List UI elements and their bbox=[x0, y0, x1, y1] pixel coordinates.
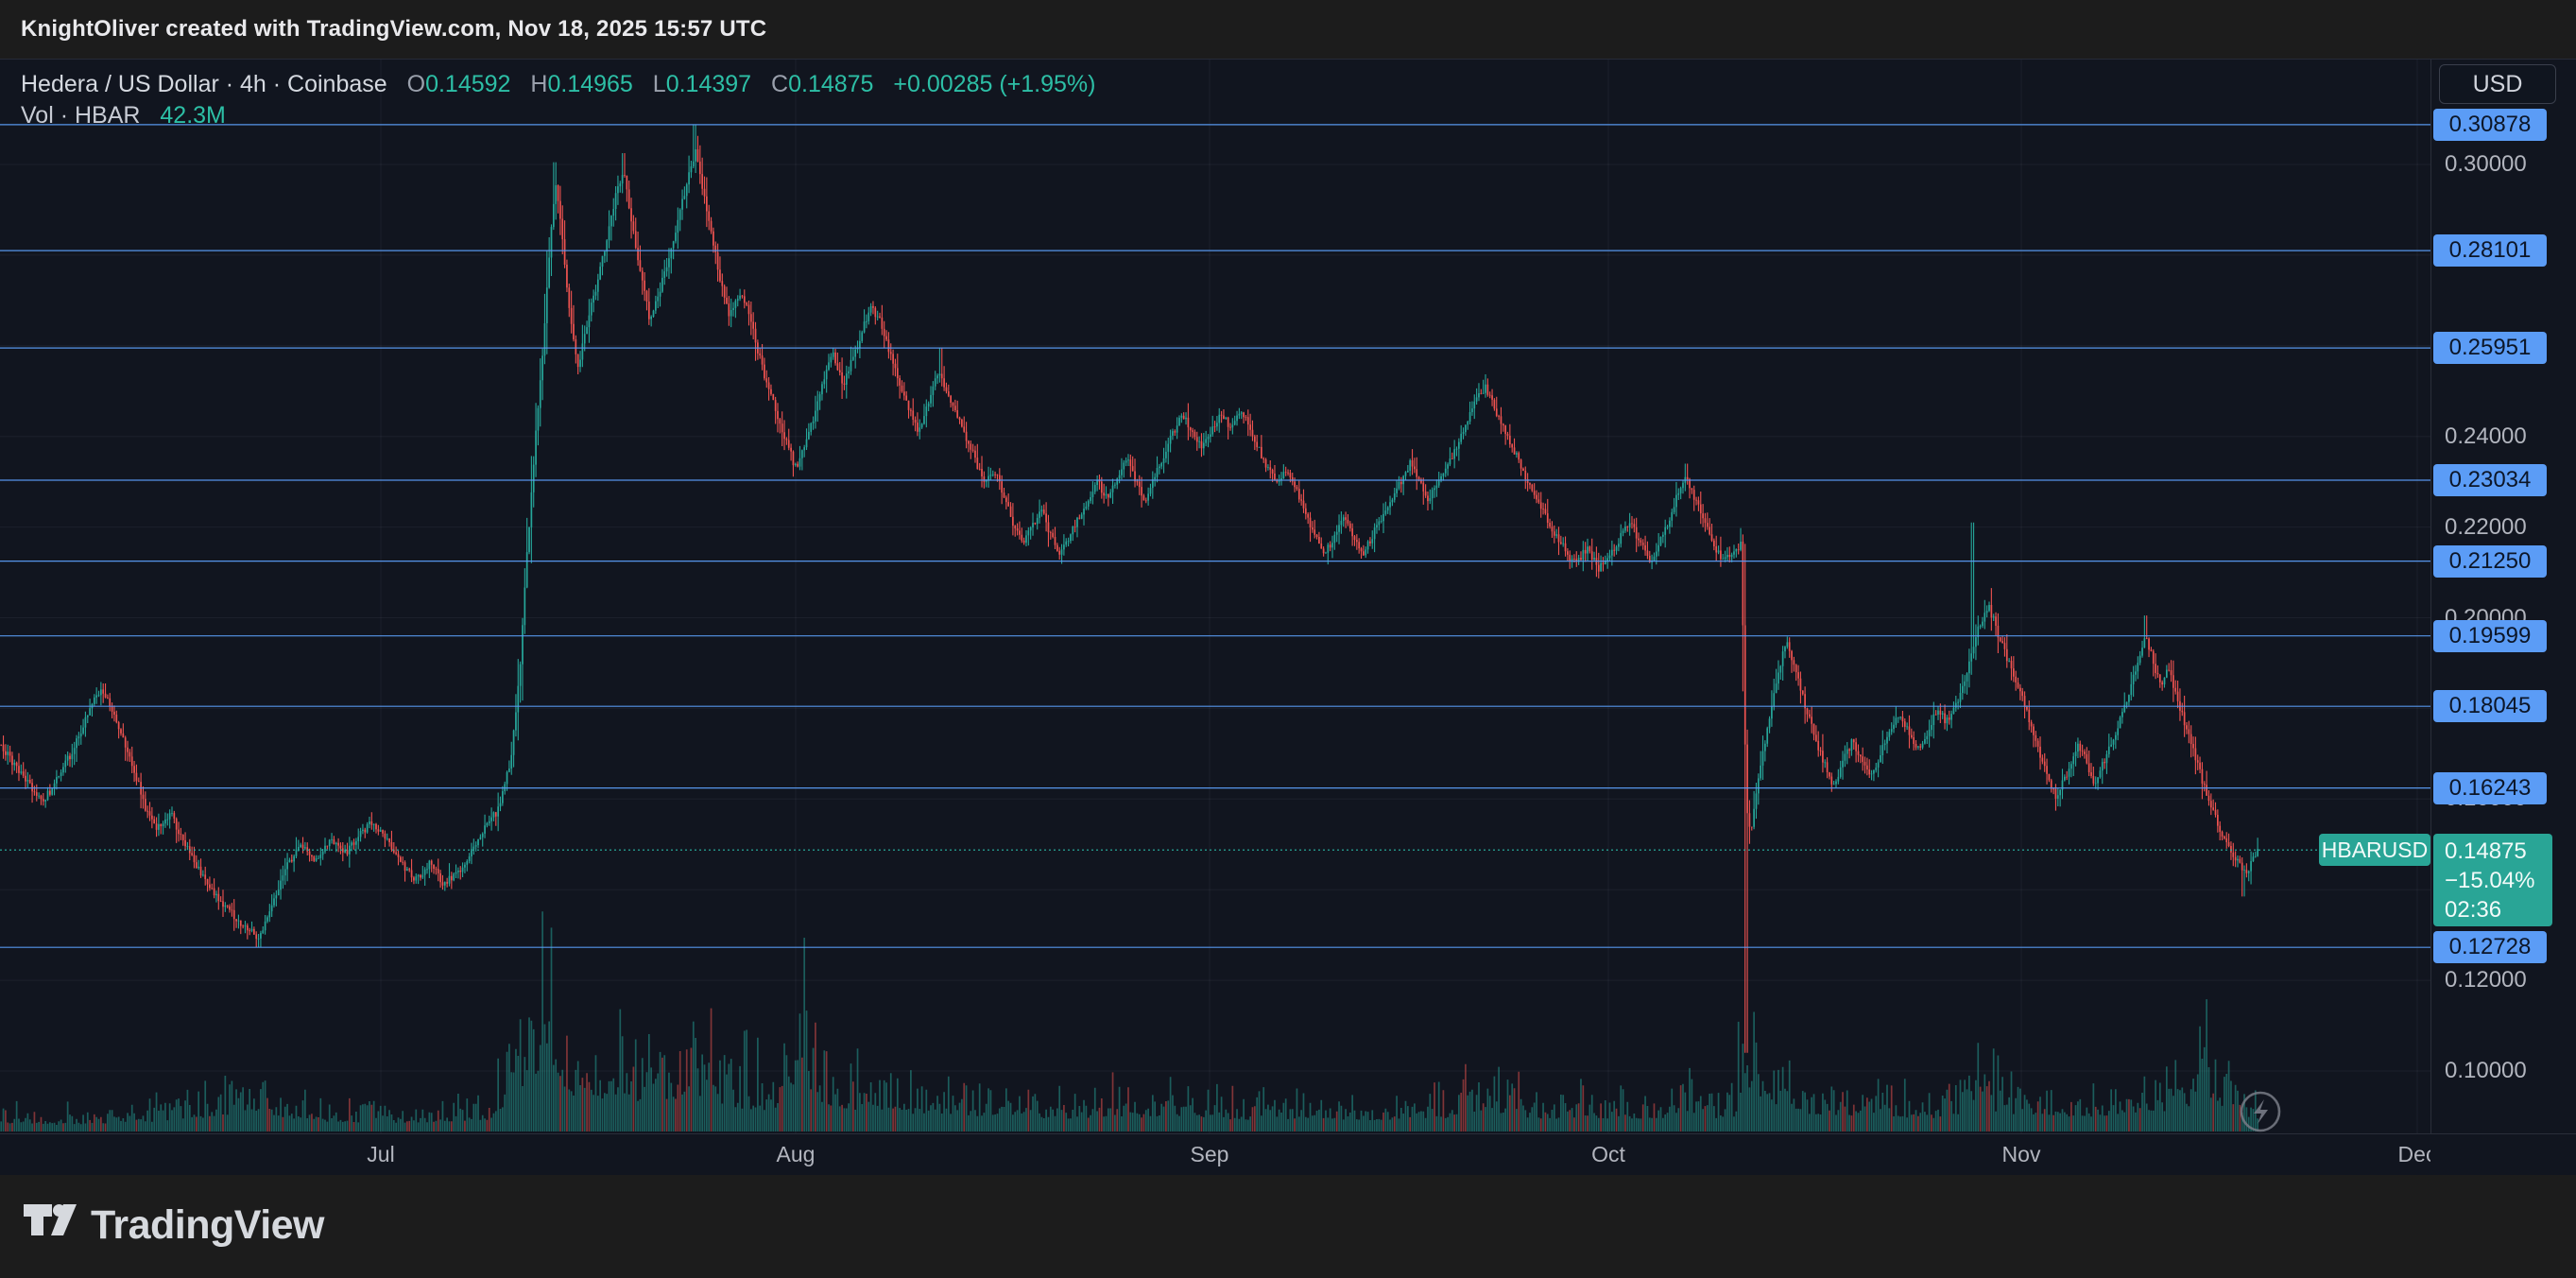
price-tick-label: 0.30000 bbox=[2445, 151, 2527, 177]
price-tick-label: 0.10000 bbox=[2445, 1058, 2527, 1083]
price-level-label: 0.25951 bbox=[2433, 332, 2547, 365]
month-label: Sep bbox=[1190, 1142, 1229, 1166]
price-level-label: 0.18045 bbox=[2433, 690, 2547, 723]
current-change-value: −15.04% bbox=[2445, 867, 2535, 893]
price-level-label: 0.19599 bbox=[2433, 619, 2547, 652]
month-label: Dec bbox=[2397, 1142, 2430, 1166]
tradingview-logo-mark bbox=[24, 1204, 77, 1235]
currency-usd-button[interactable]: USD bbox=[2439, 64, 2556, 104]
candle-bodies-down bbox=[0, 149, 2248, 940]
month-label: Nov bbox=[2001, 1142, 2041, 1166]
attribution-bar: KnightOliver created with TradingView.co… bbox=[0, 0, 2576, 59]
price-level-lines[interactable] bbox=[0, 124, 2430, 948]
price-level-label: 0.23034 bbox=[2433, 464, 2547, 497]
current-price-value: 0.14875 bbox=[2445, 838, 2527, 864]
month-label: Aug bbox=[776, 1142, 816, 1166]
symbol-tag: HBARUSD bbox=[2319, 834, 2430, 867]
attribution-text: KnightOliver created with TradingView.co… bbox=[21, 16, 767, 42]
chart-region[interactable]: Hedera / US Dollar · 4h · Coinbase O0.14… bbox=[0, 59, 2576, 1176]
time-axis[interactable]: Jul Aug Sep Oct Nov Dec bbox=[0, 1133, 2576, 1176]
tradingview-logo-text: TradingView bbox=[91, 1201, 325, 1248]
volume-bars-up bbox=[0, 911, 2258, 1131]
price-level-label: 0.21250 bbox=[2433, 544, 2547, 578]
candle-wicks-up bbox=[7, 124, 2258, 948]
month-label: Jul bbox=[367, 1142, 395, 1166]
horizontal-gridlines bbox=[0, 164, 2430, 1072]
price-tick-label: 0.22000 bbox=[2445, 513, 2527, 540]
lightning-button[interactable] bbox=[2240, 1091, 2281, 1132]
price-level-label: 0.30878 bbox=[2433, 108, 2547, 141]
bottom-bar: TradingView bbox=[0, 1175, 2576, 1278]
candle-bodies-up bbox=[7, 149, 2258, 940]
candlestick-chart-canvas[interactable] bbox=[0, 60, 2576, 1133]
current-price-box: 0.14875 −15.04% 02:36 bbox=[2433, 834, 2552, 927]
tradingview-logo[interactable]: TradingView bbox=[23, 1201, 325, 1249]
price-tick-label: 0.12000 bbox=[2445, 967, 2527, 993]
price-axis[interactable]: USD 0.14875 −15.04% 02:36 0.30000 0.24000… bbox=[2430, 60, 2576, 1133]
time-axis-labels: Jul Aug Sep Oct Nov Dec bbox=[0, 1134, 2430, 1176]
price-tick-label: 0.24000 bbox=[2445, 423, 2527, 449]
price-level-label: 0.12728 bbox=[2433, 931, 2547, 964]
lightning-icon bbox=[2254, 1099, 2268, 1124]
bar-countdown: 02:36 bbox=[2445, 896, 2502, 923]
month-label: Oct bbox=[1591, 1142, 1625, 1166]
price-level-label: 0.28101 bbox=[2433, 234, 2547, 268]
vertical-gridlines bbox=[380, 60, 2418, 1133]
price-level-label: 0.16243 bbox=[2433, 771, 2547, 804]
candle-wicks-down bbox=[0, 135, 2247, 1053]
